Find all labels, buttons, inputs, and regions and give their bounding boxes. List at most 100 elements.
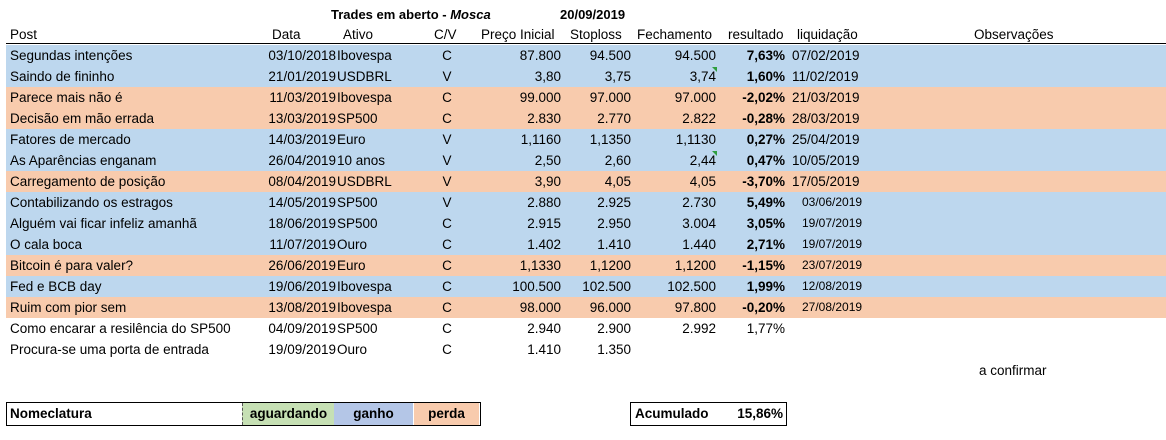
cell-ativo: USDBRL xyxy=(337,174,392,189)
table-row: Alguém vai ficar infeliz amanhã 18/06/201… xyxy=(6,213,1166,235)
cell-data: 13/08/2019 xyxy=(268,300,336,315)
cell-stop: 2.770 xyxy=(597,111,631,126)
cell-data: 26/06/2019 xyxy=(268,258,336,273)
cell-fech: 2.822 xyxy=(682,111,716,126)
cell-post: Contabilizando os estragos xyxy=(10,195,173,210)
cell-ativo: Euro xyxy=(337,132,366,147)
cell-liq: 19/07/2019 xyxy=(802,216,863,230)
cell-preco: 3,80 xyxy=(534,69,561,84)
cell-data: 19/09/2019 xyxy=(268,342,336,357)
cell-stop: 1.350 xyxy=(597,342,631,357)
cell-data: 03/10/2018 xyxy=(268,48,336,63)
cell-stop: 2.925 xyxy=(597,195,631,210)
cell-post: Carregamento de posição xyxy=(10,174,166,189)
cell-ativo: SP500 xyxy=(337,111,378,126)
table-row: Fed e BCB day 19/06/2019 Ibovespa C 100.500 1… xyxy=(6,276,1166,298)
cell-fech: 2.730 xyxy=(682,195,716,210)
table-row: Contabilizando os estragos 14/05/2019 SP50… xyxy=(6,192,1166,214)
cell-post: Como encarar a resilência do SP500 xyxy=(10,321,231,336)
cell-ativo: Euro xyxy=(337,258,366,273)
cell-fech: 102.500 xyxy=(667,279,716,294)
cell-post: Segundas intenções xyxy=(10,48,133,63)
cell-result: 1,77% xyxy=(746,321,785,336)
cell-result: 1,99% xyxy=(746,279,785,294)
cell-ativo: Ouro xyxy=(337,342,368,357)
cell-stop: 102.500 xyxy=(582,279,631,294)
cell-fech: 97.800 xyxy=(674,300,716,315)
cell-stop: 94.500 xyxy=(589,48,631,63)
cell-result: -2,02% xyxy=(742,90,785,105)
cell-cv: C xyxy=(442,111,452,126)
cell-post: Procura-se uma porta de entrada xyxy=(10,342,209,357)
cell-result: -0,20% xyxy=(742,300,785,315)
cell-ativo: 10 anos xyxy=(337,153,386,168)
cell-liq: 17/05/2019 xyxy=(792,174,860,189)
cell-result: 5,49% xyxy=(746,195,785,210)
cell-preco: 1,1160 xyxy=(520,132,561,147)
cell-result: 0,27% xyxy=(746,132,785,147)
cell-stop: 97.000 xyxy=(589,90,631,105)
cell-fech: 2,44 xyxy=(689,153,716,168)
cell-stop: 1,1200 xyxy=(589,258,631,273)
cell-liq: 11/02/2019 xyxy=(792,69,859,84)
sheet-title-italic: Mosca xyxy=(450,7,491,22)
cell-result: -1,15% xyxy=(742,258,785,273)
cell-cv: C xyxy=(442,258,452,273)
header-observacoes: Observações xyxy=(974,27,1054,42)
cell-liq: 10/05/2019 xyxy=(792,153,860,168)
cell-preco: 98.000 xyxy=(519,300,561,315)
cell-stop: 2,60 xyxy=(604,153,631,168)
cell-ativo: Ouro xyxy=(337,237,368,252)
cell-fech: 94.500 xyxy=(674,48,716,63)
cell-preco: 1.402 xyxy=(527,237,561,252)
cell-result: 1,60% xyxy=(746,69,785,84)
cell-result: -3,70% xyxy=(742,174,785,189)
cell-ativo: Ibovespa xyxy=(337,300,392,315)
cell-preco: 2,50 xyxy=(534,153,561,168)
cell-liq: 07/02/2019 xyxy=(792,48,860,63)
cell-post: Parece mais não é xyxy=(10,90,123,105)
cell-post: Alguém vai ficar infeliz amanhã xyxy=(10,216,197,231)
cell-data: 21/01/2019 xyxy=(268,69,336,84)
cell-stop: 1.410 xyxy=(597,237,631,252)
header-ativo: Ativo xyxy=(343,27,374,42)
cell-cv: V xyxy=(442,174,452,189)
cell-cv: C xyxy=(442,48,452,63)
cell-stop: 4,05 xyxy=(604,174,631,189)
cell-cv: C xyxy=(442,90,452,105)
cell-ativo: Ibovespa xyxy=(337,279,392,294)
cell-post: As Aparências enganam xyxy=(10,153,157,168)
cell-data: 11/07/2019 xyxy=(269,237,336,252)
cell-result: 2,71% xyxy=(746,237,785,252)
cell-data: 26/04/2019 xyxy=(268,153,336,168)
header-data: Data xyxy=(272,27,301,42)
cell-liq: 12/08/2019 xyxy=(802,279,863,293)
cell-preco: 2.915 xyxy=(527,216,561,231)
cell-result: 0,47% xyxy=(746,153,785,168)
cell-result: 3,05% xyxy=(746,216,785,231)
cell-cv: C xyxy=(442,300,452,315)
comment-marker-icon xyxy=(712,151,717,156)
cell-ativo: USDBRL xyxy=(337,69,392,84)
cell-post: Ruim com pior sem xyxy=(10,300,127,315)
legend-box xyxy=(6,402,481,426)
accum-label: Acumulado xyxy=(635,406,709,421)
sheet-title-main: Trades em aberto - xyxy=(331,7,451,22)
cell-preco: 3,90 xyxy=(534,174,561,189)
header-fechamento: Fechamento xyxy=(637,27,713,42)
table-row: Segundas intenções 03/10/2018 Ibovespa C 87.… xyxy=(6,45,1166,67)
cell-post: Bitcoin é para valer? xyxy=(10,258,134,273)
cell-cv: C xyxy=(442,321,452,336)
table-row: Fatores de mercado 14/03/2019 Euro V 1,1160 1… xyxy=(6,129,1166,151)
cell-preco: 1,1330 xyxy=(519,258,561,273)
cell-post: Fatores de mercado xyxy=(10,132,131,147)
header-preco: Preço Inicial xyxy=(481,27,555,42)
cell-liq: 21/03/2019 xyxy=(792,90,860,105)
cell-post: Decisão em mão errada xyxy=(10,111,155,126)
cell-stop: 2.950 xyxy=(597,216,631,231)
header-stoploss: Stoploss xyxy=(570,27,622,42)
table-row: Saindo de fininho 21/01/2019 USDBRL V 3,80 3,… xyxy=(6,66,1166,88)
table-row: Ruim com pior sem 13/08/2019 Ibovespa C 98.0… xyxy=(6,297,1166,319)
table-row: Parece mais não é 11/03/2019 Ibovespa C 99.0… xyxy=(6,87,1166,109)
cell-fech: 3,74 xyxy=(689,69,716,84)
